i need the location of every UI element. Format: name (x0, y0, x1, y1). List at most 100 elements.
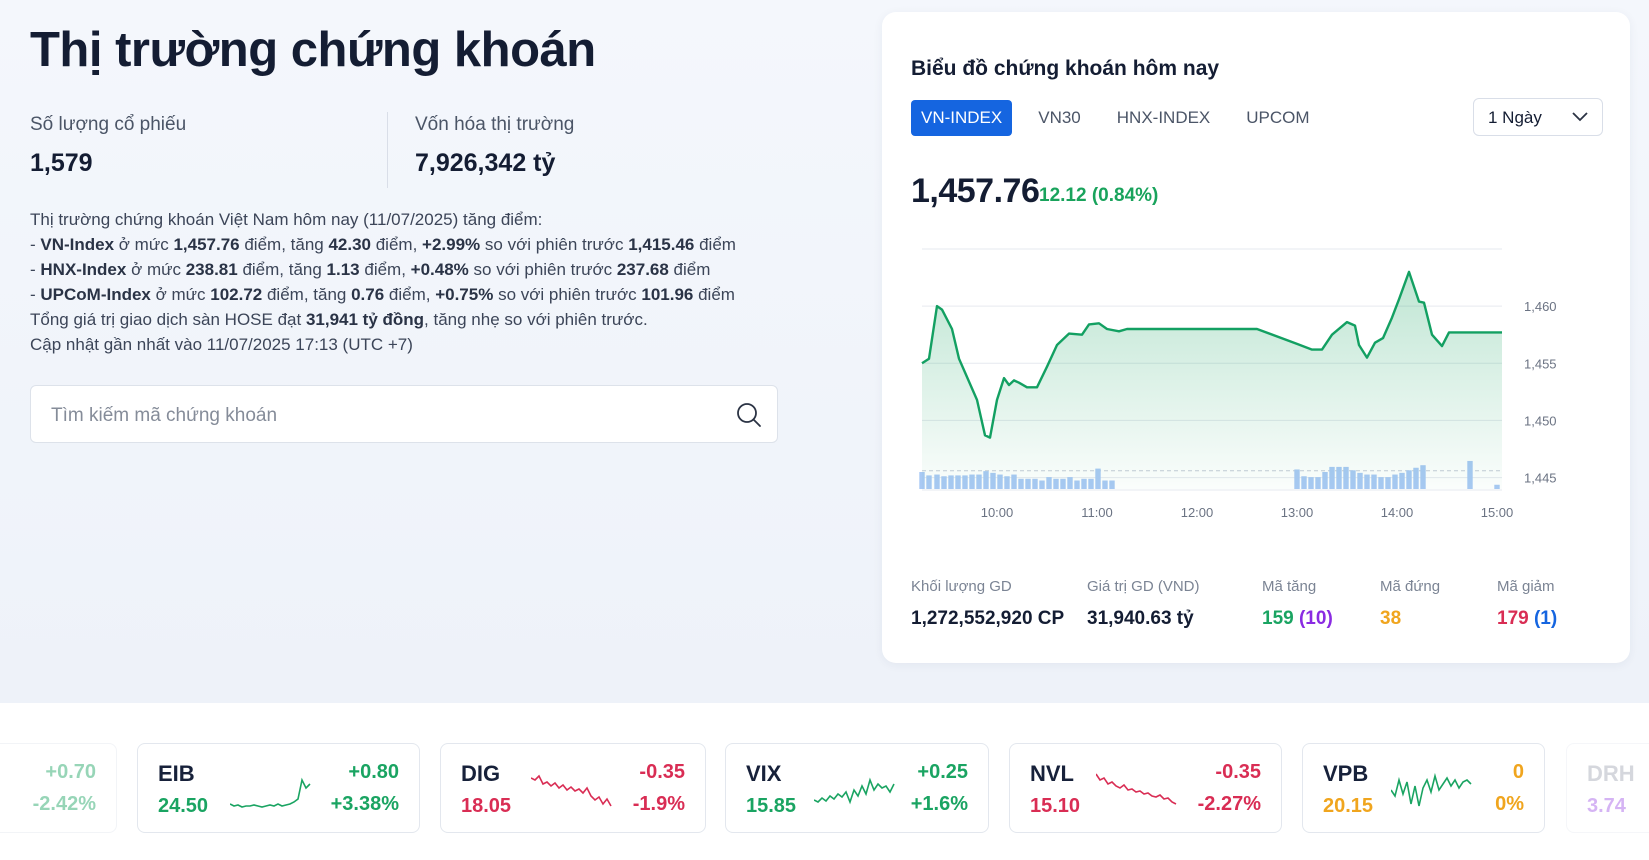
ticker-price: 15.10 (1030, 795, 1081, 817)
y-tick-label: 1,460 (1524, 299, 1557, 314)
ticker-percent: -2.27% (1197, 793, 1261, 815)
ticker-percent: 0% (1495, 793, 1524, 815)
summary-updated: Cập nhật gần nhất vào 11/07/2025 17:13 (… (30, 335, 413, 354)
ticker-percent: -1.9% (632, 793, 685, 815)
decliners-count: 179 (1497, 608, 1529, 629)
ticker-percent: -2.42% (32, 793, 96, 815)
ticker-change: -0.35 (1215, 761, 1261, 783)
tab-vn-index[interactable]: VN-INDEX (911, 100, 1013, 136)
vn-index-chart[interactable]: 1,445 1,450 1,455 1,460 10:00 11:00 12:00 13:00… (882, 227, 1630, 547)
sparkline-path (230, 777, 311, 808)
x-tick-label: 15:00 (1481, 505, 1514, 520)
metric-volume: Khối lượng GD 1,272,552,920 CP (911, 578, 1064, 630)
summary-intro: Thị trường chứng khoán Việt Nam hôm nay … (30, 210, 543, 229)
ceiling-count: (10) (1298, 608, 1333, 629)
search-input[interactable] (49, 399, 713, 433)
floor-count: (1) (1533, 608, 1558, 629)
metric-value: 1,272,552,920 CP (911, 608, 1065, 629)
metric-label: Mã đứng (1380, 578, 1441, 595)
x-tick-label: 13:00 (1281, 505, 1314, 520)
ticker-strip: +0.70 -2.42% EIB 24.50 +0.80 +3.38% DIG … (0, 743, 1649, 835)
metric-value-traded: Giá trị GD (VND) 31,940.63 tỷ (1087, 578, 1200, 630)
tab-vn30[interactable]: VN30 (1038, 108, 1081, 127)
stat-label: Số lượng cổ phiếu (30, 114, 187, 135)
metric-value: 159 (10) (1262, 608, 1333, 630)
index-change: 12.12 (0.84%) (1039, 185, 1159, 206)
metric-advancers: Mã tăng 159 (10) (1262, 578, 1333, 630)
summary-hnx-index: - HNX-Index ở mức 238.81 điểm, tăng 1.13… (30, 260, 711, 279)
sparkline-path (531, 774, 612, 807)
page-title: Thị trường chứng khoán (30, 23, 596, 77)
ticker-change: +0.25 (917, 761, 968, 783)
ticker-price: 3.74 (1587, 795, 1626, 817)
ticker-card[interactable]: DIG 18.05 -0.35 -1.9% (440, 743, 706, 833)
unchanged-count: 38 (1380, 608, 1402, 629)
chart-card: Biểu đồ chứng khoán hôm nay VN-INDEX VN3… (882, 12, 1630, 663)
metric-label: Mã giảm (1497, 578, 1555, 595)
ticker-sparkline (1096, 773, 1177, 805)
y-tick-label: 1,455 (1524, 356, 1557, 371)
ticker-symbol: NVL (1030, 761, 1074, 786)
stat-label: Vốn hóa thị trường (415, 114, 575, 135)
ticker-symbol: DIG (461, 761, 501, 786)
index-tabs: VN-INDEX VN30 HNX-INDEX UPCOM (911, 100, 1336, 136)
x-tick-label: 14:00 (1381, 505, 1414, 520)
hero-section: Thị trường chứng khoán Số lượng cổ phiếu… (0, 0, 1649, 703)
tab-hnx-index[interactable]: HNX-INDEX (1116, 108, 1211, 127)
ticker-change: +0.80 (348, 761, 399, 783)
metric-value: 179 (1) (1497, 608, 1557, 630)
ticker-price: 20.15 (1323, 795, 1374, 817)
ticker-sparkline (814, 777, 895, 805)
ticker-card[interactable]: DRH 3.74 (1566, 743, 1649, 833)
ticker-symbol: EIB (158, 761, 195, 786)
ticker-change: 0 (1512, 761, 1524, 783)
period-label: 1 Ngày (1488, 108, 1542, 127)
tab-upcom[interactable]: UPCOM (1246, 108, 1310, 127)
metric-decliners: Mã giảm 179 (1) (1497, 578, 1557, 630)
metric-value: 31,940.63 tỷ (1087, 608, 1194, 629)
ticker-card[interactable]: +0.70 -2.42% (0, 743, 117, 833)
ticker-percent: +1.6% (910, 793, 968, 815)
ticker-sparkline (531, 774, 612, 807)
metric-label: Giá trị GD (VND) (1087, 578, 1200, 595)
ticker-symbol: VIX (746, 761, 782, 786)
ticker-card[interactable]: VPB 20.15 0 0% (1302, 743, 1545, 833)
summary-trade-value: Tổng giá trị giao dịch sàn HOSE đạt 31,9… (30, 310, 648, 329)
metric-label: Mã tăng (1262, 578, 1317, 595)
ticker-sparkline (230, 777, 311, 808)
ticker-card[interactable]: VIX 15.85 +0.25 +1.6% (725, 743, 989, 833)
search-icon[interactable] (735, 401, 763, 429)
ticker-symbol: DRH (1587, 761, 1635, 786)
ticker-change: -0.35 (639, 761, 685, 783)
ticker-card[interactable]: NVL 15.10 -0.35 -2.27% (1009, 743, 1282, 833)
x-tick-label: 12:00 (1181, 505, 1214, 520)
summary-upcom-index: - UPCoM-Index ở mức 102.72 điểm, tăng 0.… (30, 285, 735, 304)
x-tick-label: 10:00 (981, 505, 1014, 520)
ticker-sparkline (1391, 772, 1472, 807)
ticker-percent: +3.38% (330, 793, 399, 815)
sparkline-path (814, 777, 895, 805)
chevron-down-icon (1572, 112, 1588, 122)
stat-stock-count: Số lượng cổ phiếu 1,579 (30, 114, 186, 178)
market-summary: Thị trường chứng khoán Việt Nam hôm nay … (30, 207, 830, 357)
ticker-price: 24.50 (158, 795, 209, 817)
period-select[interactable]: 1 Ngày (1473, 98, 1603, 136)
ticker-price: 15.85 (746, 795, 797, 817)
sparkline-path (1096, 773, 1177, 805)
ticker-price: 18.05 (461, 795, 512, 817)
ticker-change: +0.70 (45, 761, 96, 783)
series-area (922, 271, 1502, 489)
metric-unchanged: Mã đứng 38 (1380, 578, 1440, 630)
advancers-count: 159 (1262, 608, 1294, 629)
stat-divider (387, 112, 388, 188)
x-tick-label: 11:00 (1081, 505, 1113, 520)
y-tick-label: 1,450 (1524, 413, 1557, 428)
index-value: 1,457.76 (911, 172, 1040, 210)
metric-label: Khối lượng GD (911, 578, 1012, 595)
ticker-symbol: VPB (1323, 761, 1369, 786)
stat-value: 1,579 (30, 149, 93, 177)
ticker-card[interactable]: EIB 24.50 +0.80 +3.38% (137, 743, 420, 833)
stat-value: 7,926,342 tỷ (415, 149, 556, 177)
y-tick-label: 1,445 (1524, 471, 1557, 486)
stock-search-box (30, 385, 778, 443)
